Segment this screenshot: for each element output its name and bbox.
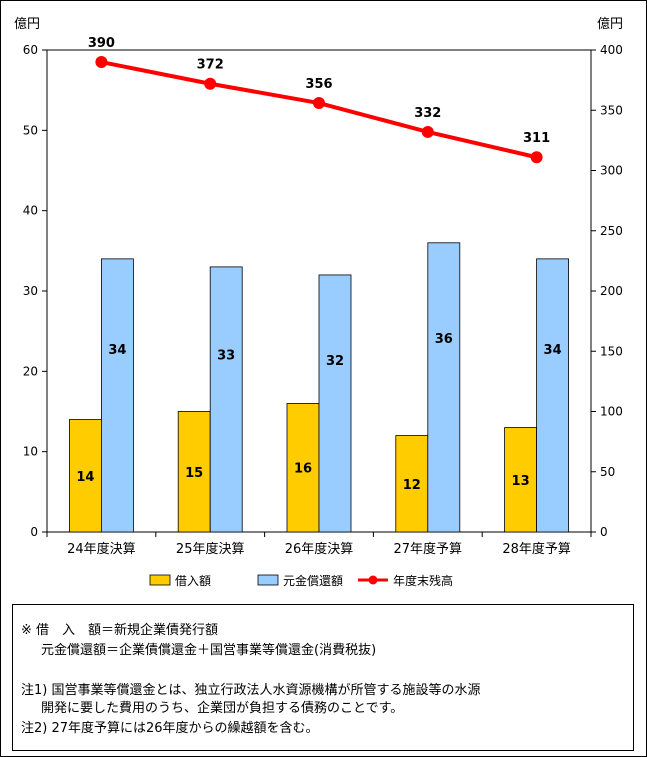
bar	[504, 427, 538, 533]
right-tick-label: 400	[600, 43, 623, 57]
legend-label: 元金償還額	[283, 573, 343, 588]
legend-label: 年度末残高	[393, 573, 453, 588]
line-series: 390 372 356 332 311	[88, 36, 550, 164]
bar	[69, 419, 102, 533]
left-tick-label: 60	[23, 43, 38, 57]
right-tick-label: 300	[600, 164, 623, 178]
right-tick-label: 50	[600, 465, 615, 479]
note-definition-2: 元金償還額＝企業債償還金＋国営事業等償還金(消費税抜)	[41, 643, 377, 658]
right-tick-label: 0	[600, 525, 608, 539]
line-point	[421, 125, 434, 138]
right-tick-label: 150	[600, 344, 623, 358]
notes-box: ※ 借 入 額＝新規企業債発行額 元金償還額＝企業債償還金＋国営事業等償還金(消…	[12, 604, 634, 751]
right-axis: 0 50 100 150 200 250 300 350 400	[591, 43, 623, 539]
bar	[177, 411, 211, 533]
bar-data-label: 33	[217, 348, 235, 363]
note-1-line-1: 注1) 国営事業等償還金とは、独立行政法人水資源機構が所管する施設等の水源	[21, 683, 481, 698]
line-point	[530, 151, 543, 164]
legend-label: 借入額	[175, 574, 211, 588]
left-tick-label: 30	[23, 284, 38, 298]
right-tick-label: 350	[600, 103, 623, 117]
bar	[101, 258, 134, 533]
right-tick-label: 100	[600, 405, 623, 419]
note-2: 注2) 27年度予算には26年度からの繰越額を含む。	[21, 721, 319, 736]
bar	[209, 266, 243, 533]
right-axis-unit: 億円	[597, 16, 623, 32]
bar-series: 14 34 15 33 16 32 12 36 13 34	[69, 242, 569, 533]
x-axis: 24年度決算 25年度決算 26年度決算 27年度予算 28年度予算	[46, 532, 592, 557]
left-tick-label: 10	[23, 445, 38, 459]
line-point	[95, 56, 108, 69]
right-tick-label: 200	[600, 284, 623, 298]
left-tick-label: 20	[23, 364, 38, 378]
bar-data-label: 15	[185, 466, 203, 481]
bar-data-label: 34	[544, 343, 562, 358]
bar-data-label: 14	[76, 470, 94, 485]
line-data-label: 356	[305, 77, 332, 92]
note-1-line-2: 開発に要した費用のうち、企業団が負担する債務のことです。	[41, 701, 404, 716]
line-data-label: 390	[88, 36, 115, 51]
bar-data-label: 34	[108, 343, 126, 358]
line-data-label: 332	[414, 106, 441, 121]
bar	[286, 403, 320, 533]
legend-marker	[368, 575, 378, 585]
bar-data-label: 13	[512, 474, 530, 489]
x-tick-label: 24年度決算	[67, 541, 136, 557]
line-data-label: 311	[523, 131, 550, 146]
bar-data-label: 32	[326, 354, 344, 369]
legend-swatch	[149, 574, 171, 586]
line-data-label: 372	[197, 58, 224, 73]
x-tick-label: 26年度決算	[285, 541, 354, 557]
debt-chart: 億円 億円 0 10 20 30 40 50 60 0 50 100 150 200 250 300 35…	[14, 16, 623, 588]
legend-swatch	[257, 574, 279, 586]
x-tick-label: 25年度決算	[176, 541, 245, 557]
bar	[318, 274, 352, 533]
left-tick-label: 40	[23, 204, 38, 218]
note-definition-1: ※ 借 入 額＝新規企業債発行額	[21, 623, 219, 638]
left-tick-label: 0	[30, 525, 38, 539]
bar	[536, 258, 569, 533]
x-tick-label: 28年度予算	[502, 541, 571, 557]
x-tick-label: 27年度予算	[394, 541, 463, 557]
right-tick-label: 250	[600, 224, 623, 238]
line-point	[313, 97, 325, 110]
line-point	[204, 77, 217, 90]
left-axis-unit: 億円	[14, 16, 40, 32]
bar	[427, 242, 461, 533]
bar-data-label: 12	[403, 478, 421, 493]
left-tick-label: 50	[23, 123, 38, 137]
bar-data-label: 16	[294, 462, 312, 477]
left-axis: 0 10 20 30 40 50 60	[23, 43, 47, 539]
bar-data-label: 36	[435, 332, 453, 347]
legend: 借入額 元金償還額 年度末残高	[149, 573, 453, 588]
